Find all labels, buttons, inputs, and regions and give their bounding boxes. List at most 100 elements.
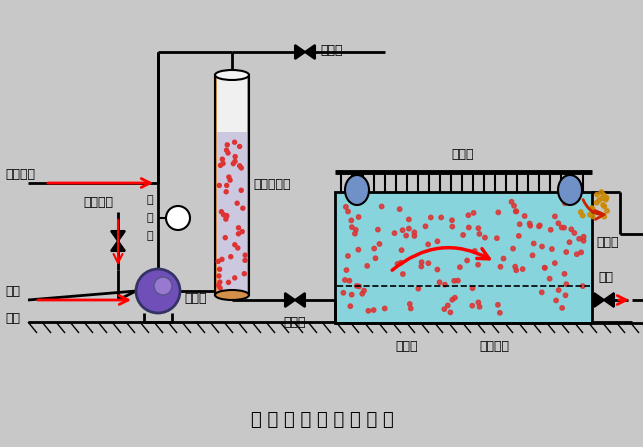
Text: 出水: 出水 xyxy=(599,271,613,284)
Circle shape xyxy=(243,258,247,262)
Circle shape xyxy=(560,306,565,310)
Circle shape xyxy=(401,228,405,232)
Circle shape xyxy=(465,258,469,263)
Circle shape xyxy=(224,217,228,221)
Circle shape xyxy=(523,214,527,218)
Circle shape xyxy=(453,295,457,300)
Circle shape xyxy=(239,188,243,192)
Circle shape xyxy=(575,252,579,257)
Circle shape xyxy=(562,225,566,230)
Circle shape xyxy=(217,183,221,187)
Circle shape xyxy=(221,157,224,161)
Circle shape xyxy=(227,175,231,179)
Circle shape xyxy=(348,304,352,308)
Bar xyxy=(217,132,247,293)
Circle shape xyxy=(467,225,471,230)
Text: 力: 力 xyxy=(147,213,153,223)
Circle shape xyxy=(452,278,457,283)
Circle shape xyxy=(563,201,567,206)
Circle shape xyxy=(502,256,505,261)
Text: 加压泵: 加压泵 xyxy=(184,292,206,305)
Circle shape xyxy=(458,265,462,270)
Polygon shape xyxy=(295,293,305,307)
Circle shape xyxy=(346,254,350,258)
Circle shape xyxy=(218,280,222,284)
Polygon shape xyxy=(111,231,125,241)
Circle shape xyxy=(564,250,568,254)
Circle shape xyxy=(528,224,532,228)
Circle shape xyxy=(538,223,542,228)
Circle shape xyxy=(600,196,604,200)
Circle shape xyxy=(218,286,222,290)
Circle shape xyxy=(217,274,221,278)
Text: 表: 表 xyxy=(147,231,153,241)
Circle shape xyxy=(233,160,237,164)
Circle shape xyxy=(509,200,514,204)
Circle shape xyxy=(601,193,606,197)
Circle shape xyxy=(564,282,568,287)
Circle shape xyxy=(383,306,387,311)
Circle shape xyxy=(539,245,544,249)
Text: 刮渣机: 刮渣机 xyxy=(452,148,475,160)
Circle shape xyxy=(556,288,561,292)
Circle shape xyxy=(341,291,345,295)
Circle shape xyxy=(216,259,220,263)
Circle shape xyxy=(354,228,358,232)
Circle shape xyxy=(379,204,384,209)
Circle shape xyxy=(514,209,518,214)
Polygon shape xyxy=(111,241,125,251)
Circle shape xyxy=(442,307,446,312)
Circle shape xyxy=(496,303,500,307)
Circle shape xyxy=(408,302,412,306)
Circle shape xyxy=(237,226,240,230)
Circle shape xyxy=(581,284,585,288)
Circle shape xyxy=(399,248,404,253)
Circle shape xyxy=(392,231,397,236)
Circle shape xyxy=(397,207,402,211)
Circle shape xyxy=(367,308,370,313)
Circle shape xyxy=(496,210,500,215)
Circle shape xyxy=(349,218,354,223)
Circle shape xyxy=(548,228,553,232)
Circle shape xyxy=(450,298,455,302)
Text: 压力溶气罐: 压力溶气罐 xyxy=(253,178,291,191)
Circle shape xyxy=(224,190,228,194)
Circle shape xyxy=(511,246,515,251)
Circle shape xyxy=(416,287,421,291)
Circle shape xyxy=(223,236,227,240)
Circle shape xyxy=(377,242,382,246)
Circle shape xyxy=(599,190,604,194)
Circle shape xyxy=(220,257,224,261)
Circle shape xyxy=(579,250,583,255)
Circle shape xyxy=(237,232,240,236)
Circle shape xyxy=(408,306,413,311)
Bar xyxy=(217,77,247,132)
Circle shape xyxy=(354,284,359,288)
Circle shape xyxy=(412,234,417,238)
Circle shape xyxy=(360,291,365,296)
Circle shape xyxy=(239,166,243,170)
Circle shape xyxy=(395,261,400,266)
Circle shape xyxy=(224,148,228,152)
Circle shape xyxy=(350,225,354,229)
Circle shape xyxy=(476,226,480,230)
Circle shape xyxy=(450,224,455,229)
Polygon shape xyxy=(604,293,614,307)
Circle shape xyxy=(550,247,554,251)
Circle shape xyxy=(477,304,482,309)
Circle shape xyxy=(588,212,592,217)
Circle shape xyxy=(217,267,222,271)
Circle shape xyxy=(514,268,518,272)
Circle shape xyxy=(466,213,471,217)
Polygon shape xyxy=(295,45,305,59)
Text: 放气阀: 放气阀 xyxy=(320,43,343,56)
Circle shape xyxy=(477,232,482,236)
Circle shape xyxy=(554,298,558,303)
Circle shape xyxy=(577,236,581,241)
Circle shape xyxy=(552,261,557,266)
Circle shape xyxy=(605,209,610,213)
Circle shape xyxy=(376,228,380,232)
Circle shape xyxy=(238,164,242,168)
Circle shape xyxy=(356,215,361,219)
Circle shape xyxy=(242,272,246,276)
